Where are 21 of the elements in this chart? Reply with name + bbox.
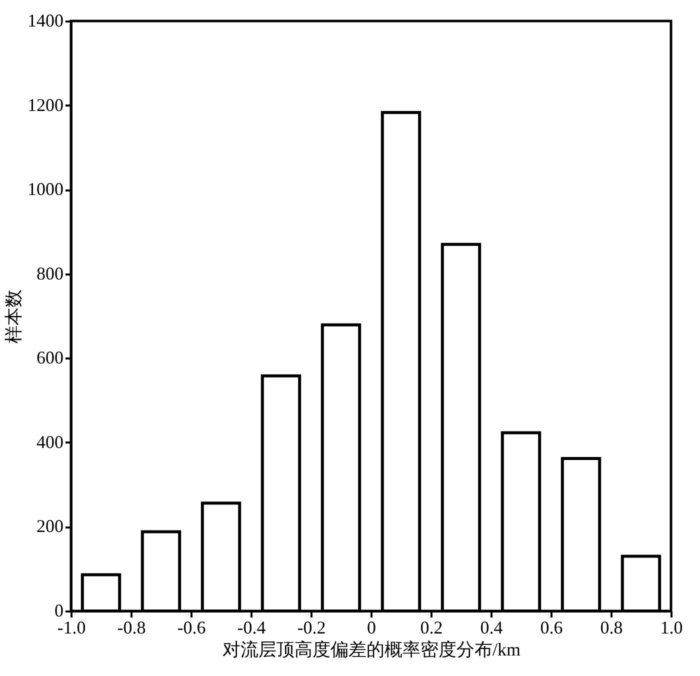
x-tick-label: 0.6 [540, 618, 563, 638]
x-tick-label: -0.6 [177, 618, 206, 638]
x-tick-label: -0.2 [297, 618, 326, 638]
y-tick-label: 1000 [28, 179, 64, 200]
x-tick-label: 0.2 [420, 618, 443, 638]
y-tick-label: 400 [36, 432, 64, 452]
y-tick-label: 1400 [28, 10, 64, 30]
x-tick-label: 1.0 [660, 618, 683, 638]
x-tick-label: 0.4 [480, 618, 503, 638]
y-tick-label: 200 [36, 516, 64, 536]
x-tick-label: 0.8 [600, 618, 623, 638]
x-tick-label: -0.4 [237, 618, 266, 638]
y-tick-label: 800 [36, 263, 64, 284]
x-tick-label: -1.0 [57, 618, 86, 638]
x-tick-label: 0 [367, 618, 376, 638]
y-axis-title: 样本数 [4, 290, 24, 344]
x-axis-title: 对流层顶高度偏差的概率密度分布/km [222, 640, 521, 660]
y-tick-label: 600 [36, 348, 64, 368]
x-tick-label: -0.8 [117, 618, 146, 638]
y-tick-label: 1200 [28, 94, 64, 115]
y-tick-label: 0 [54, 600, 64, 620]
